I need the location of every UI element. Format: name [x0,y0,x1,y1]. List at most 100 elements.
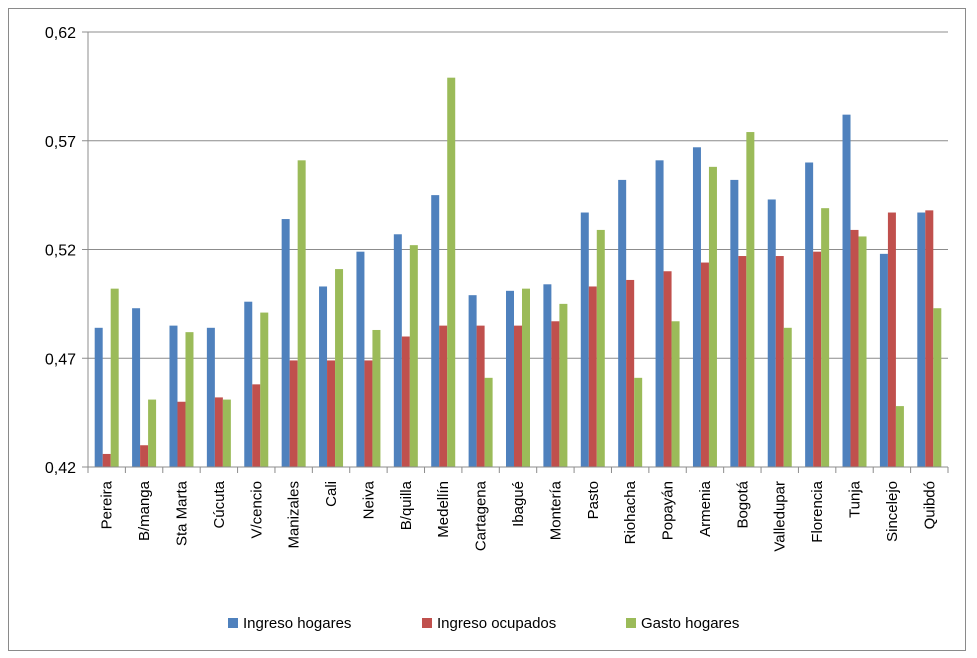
bar-ingreso-hogares [730,179,739,467]
bar-gasto-hogares [110,288,119,467]
bar-ingreso-ocupados [439,325,448,467]
x-category-label: Cali [323,481,340,507]
bar-gasto-hogares [372,329,381,467]
bar-gasto-hogares [185,332,194,467]
bar-gasto-hogares [447,77,456,468]
bar-ingreso-hogares [917,212,926,467]
bar-ingreso-hogares [580,212,589,467]
bar-ingreso-hogares [468,295,477,467]
bar-gasto-hogares [671,321,680,467]
bar-ingreso-ocupados [289,360,298,467]
bar-gasto-hogares [522,288,530,467]
bar-ingreso-ocupados [775,256,784,467]
legend-swatch [422,618,432,628]
x-category-label: Popayán [660,481,677,540]
bar-gasto-hogares [297,160,306,467]
x-category-label: Tunja [847,480,864,518]
x-category-label: Sincelejo [884,481,901,542]
bar-ingreso-hogares [506,290,514,467]
bar-ingreso-hogares [767,199,776,467]
bar-ingreso-ocupados [738,256,747,467]
x-category-label: Florencia [809,480,826,542]
bar-ingreso-hogares [655,160,664,467]
bar-gasto-hogares [634,377,643,467]
bar-ingreso-ocupados [850,229,859,467]
bar-ingreso-hogares [356,251,365,467]
x-category-label: Neiva [360,480,377,519]
bar-ingreso-hogares [244,301,253,467]
legend-label: Gasto hogares [641,615,739,632]
bar-gasto-hogares [708,166,717,467]
x-category-label: Cúcuta [211,480,228,528]
x-category-label: B/manga [136,480,153,541]
bar-ingreso-hogares [692,147,701,467]
bar-ingreso-ocupados [887,212,896,467]
legend-swatch [228,618,238,628]
y-tick-label: 0,62 [45,25,76,42]
y-tick-label: 0,52 [45,243,76,260]
x-category-label: B/quilla [398,480,415,530]
bar-gasto-hogares [933,308,942,467]
bar-ingreso-hogares [94,327,103,467]
bar-ingreso-hogares [618,179,627,467]
bar-ingreso-hogares [281,219,290,467]
bars [94,77,942,468]
y-tick-label: 0,47 [45,351,76,368]
x-category-label: Pereira [99,480,116,529]
bar-gasto-hogares [858,236,867,467]
bar-ingreso-hogares [393,234,402,467]
legend-label: Ingreso ocupados [437,615,556,632]
x-category-label: Cartagena [473,480,490,551]
bar-ingreso-hogares [132,308,141,467]
bar-ingreso-ocupados [364,360,373,467]
bar-gasto-hogares [260,312,269,467]
bar-gasto-hogares [559,303,568,467]
bar-gasto-hogares [895,406,904,467]
bar-gasto-hogares [222,399,231,467]
x-category-label: Armenia [697,480,714,537]
bar-ingreso-ocupados [514,325,522,467]
x-category-label: Manizales [286,481,303,549]
bar-ingreso-ocupados [626,279,635,467]
bar-ingreso-ocupados [401,336,410,467]
x-category-label: Valledupar [772,481,789,552]
bar-ingreso-ocupados [663,271,672,467]
bar-ingreso-ocupados [925,210,934,467]
y-tick-label: 0,57 [45,134,76,151]
bar-ingreso-ocupados [551,321,560,467]
bar-gasto-hogares [821,208,830,468]
bar-ingreso-hogares [805,162,814,467]
bar-gasto-hogares [596,229,605,467]
y-tick-label: 0,42 [45,460,76,477]
bar-gasto-hogares [783,327,792,467]
bar-ingreso-ocupados [588,286,597,467]
bar-ingreso-ocupados [177,401,186,467]
x-category-label: Montería [547,480,564,540]
bar-ingreso-ocupados [140,445,149,467]
bar-ingreso-hogares [842,114,851,468]
bar-ingreso-hogares [543,284,552,467]
y-tick-labels: 0,42 0,47 0,52 0,57 0,62 [45,25,76,477]
bar-gasto-hogares [148,399,157,467]
x-category-label: Bogotá [734,480,751,528]
legend: Ingreso hogares Ingreso ocupados Gasto hog… [228,615,739,632]
x-category-label: Ibagué [510,481,527,527]
bar-gasto-hogares [409,245,418,467]
bar-ingreso-hogares [206,327,215,467]
x-category-labels: Pereira B/manga Sta Marta Cúcuta V/cencio Man… [99,480,939,551]
legend-swatch [626,618,636,628]
bar-ingreso-ocupados [102,453,111,467]
bar-ingreso-ocupados [327,360,336,467]
bar-ingreso-ocupados [252,384,261,467]
bar-ingreso-ocupados [700,262,709,467]
x-category-label: V/cencio [248,481,265,539]
x-category-label: Quibdó [921,481,938,529]
bar-ingreso-hogares [319,286,328,467]
bar-gasto-hogares [484,377,493,467]
x-category-label: Medellín [435,481,452,538]
bar-ingreso-ocupados [813,251,822,467]
bar-ingreso-hogares [169,325,178,467]
axes [82,31,949,473]
bar-gasto-hogares [746,132,755,468]
bar-ingreso-ocupados [214,397,223,467]
